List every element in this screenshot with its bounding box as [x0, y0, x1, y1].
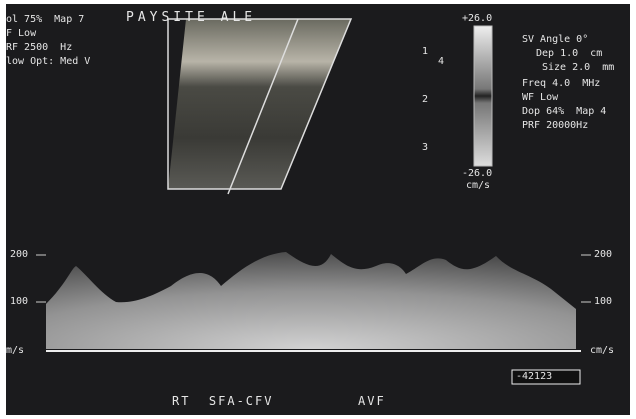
overlay-label: PAYSITE ALE: [126, 12, 256, 24]
b-mode-image: [168, 19, 351, 189]
vessel-label: RT SFA-CFV: [172, 395, 273, 407]
setting: SV Angle 0°: [522, 34, 588, 46]
color-scale-bottom: -26.0: [462, 168, 492, 180]
color-scale-unit: cm/s: [466, 180, 490, 192]
depth-mark: 1: [422, 46, 428, 58]
setting: PRF 20000Hz: [522, 120, 588, 132]
setting: Dop 64% Map 4: [522, 106, 606, 118]
setting: low Opt: Med V: [6, 56, 90, 68]
setting: F Low: [6, 28, 36, 40]
scale-unit: cm/s: [590, 345, 614, 357]
frame-id: -42123: [516, 371, 552, 383]
scale-unit: m/s: [6, 345, 24, 357]
setting: RF 2500 Hz: [6, 42, 72, 54]
setting: WF Low: [522, 92, 558, 104]
scale-label: 200: [594, 249, 612, 261]
scale-label: 100: [594, 296, 612, 308]
screenshot: ol 75% Map 7 F Low RF 2500 Hz low Opt: M…: [0, 0, 636, 419]
setting: Dep 1.0 cm: [536, 48, 602, 60]
scale-label: 200: [10, 249, 28, 261]
graphics: [6, 4, 630, 415]
color-bar: [474, 26, 492, 166]
setting: ol 75% Map 7: [6, 14, 84, 26]
ultrasound-display: ol 75% Map 7 F Low RF 2500 Hz low Opt: M…: [6, 4, 630, 415]
depth-mark: 4: [438, 56, 444, 68]
depth-mark: 2: [422, 94, 428, 106]
depth-mark: 3: [422, 142, 428, 154]
color-scale-top: +26.0: [462, 13, 492, 25]
tag-label: AVF: [358, 395, 386, 407]
setting: Freq 4.0 MHz: [522, 78, 600, 90]
doppler-spectrum: [46, 252, 576, 349]
setting: Size 2.0 mm: [542, 62, 614, 74]
scale-label: 100: [10, 296, 28, 308]
